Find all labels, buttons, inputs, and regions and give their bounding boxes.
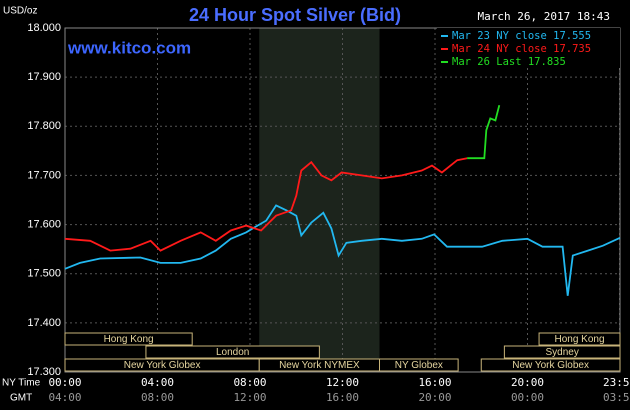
x2-tick-label: 20:00 [418,391,451,404]
session-label: Sydney [546,347,579,358]
y-axis-label: USD/oz [3,6,37,17]
session-label: Hong Kong [104,334,154,345]
x-axis-label: NY Time [2,378,41,389]
legend-label: Mar 24 NY close 17.735 [452,43,591,55]
x2-tick-label: 00:00 [511,391,544,404]
x2-tick-label: 04:00 [48,391,81,404]
session-label: London [216,347,249,358]
y-tick-label: 17.400 [27,317,61,329]
x2-tick-label: 08:00 [141,391,174,404]
x2-tick-label: 03:59 [603,391,630,404]
session-label: Hong Kong [555,334,605,345]
shaded-range [259,28,380,372]
y-tick-label: 17.700 [27,169,61,181]
x-tick-label: 20:00 [511,376,544,389]
chart-title: 24 Hour Spot Silver (Bid) [189,5,401,25]
session-bar [379,358,459,372]
y-tick-label: 18.000 [27,22,61,34]
series-line [64,204,621,296]
legend-label: Mar 23 NY close 17.555 [452,30,591,42]
session-label: New York Globex [124,360,201,371]
session-label: New York Globex [512,360,589,371]
legend-label: Mar 26 Last 17.835 [452,56,566,68]
x-tick-label: 00:00 [48,376,81,389]
session-bar [503,345,621,359]
y-tick-label: 17.600 [27,218,61,230]
y-tick-label: 17.300 [27,366,61,378]
plot-frame [64,27,621,373]
session-bar [480,358,621,372]
x2-tick-label: 12:00 [233,391,266,404]
y-tick-label: 17.900 [27,71,61,83]
x-tick-label: 08:00 [233,376,266,389]
series-line [467,104,501,160]
x-tick-label: 23:59 [603,376,630,389]
legend-box [437,28,620,68]
y-tick-label: 17.800 [27,120,61,132]
x-tick-label: 12:00 [326,376,359,389]
x-tick-label: 04:00 [141,376,174,389]
session-bar [64,332,193,346]
watermark: www.kitco.com [67,38,191,57]
series-line [64,157,468,252]
session-label: New York NYMEX [279,360,360,371]
x2-axis-label: GMT [10,393,32,404]
session-bar [538,332,621,346]
y-tick-label: 17.500 [27,268,61,280]
timestamp: March 26, 2017 18:43 [478,10,610,23]
x-tick-label: 16:00 [418,376,451,389]
session-label: NY Globex [395,360,443,371]
x2-tick-label: 16:00 [326,391,359,404]
session-bar [145,345,320,359]
